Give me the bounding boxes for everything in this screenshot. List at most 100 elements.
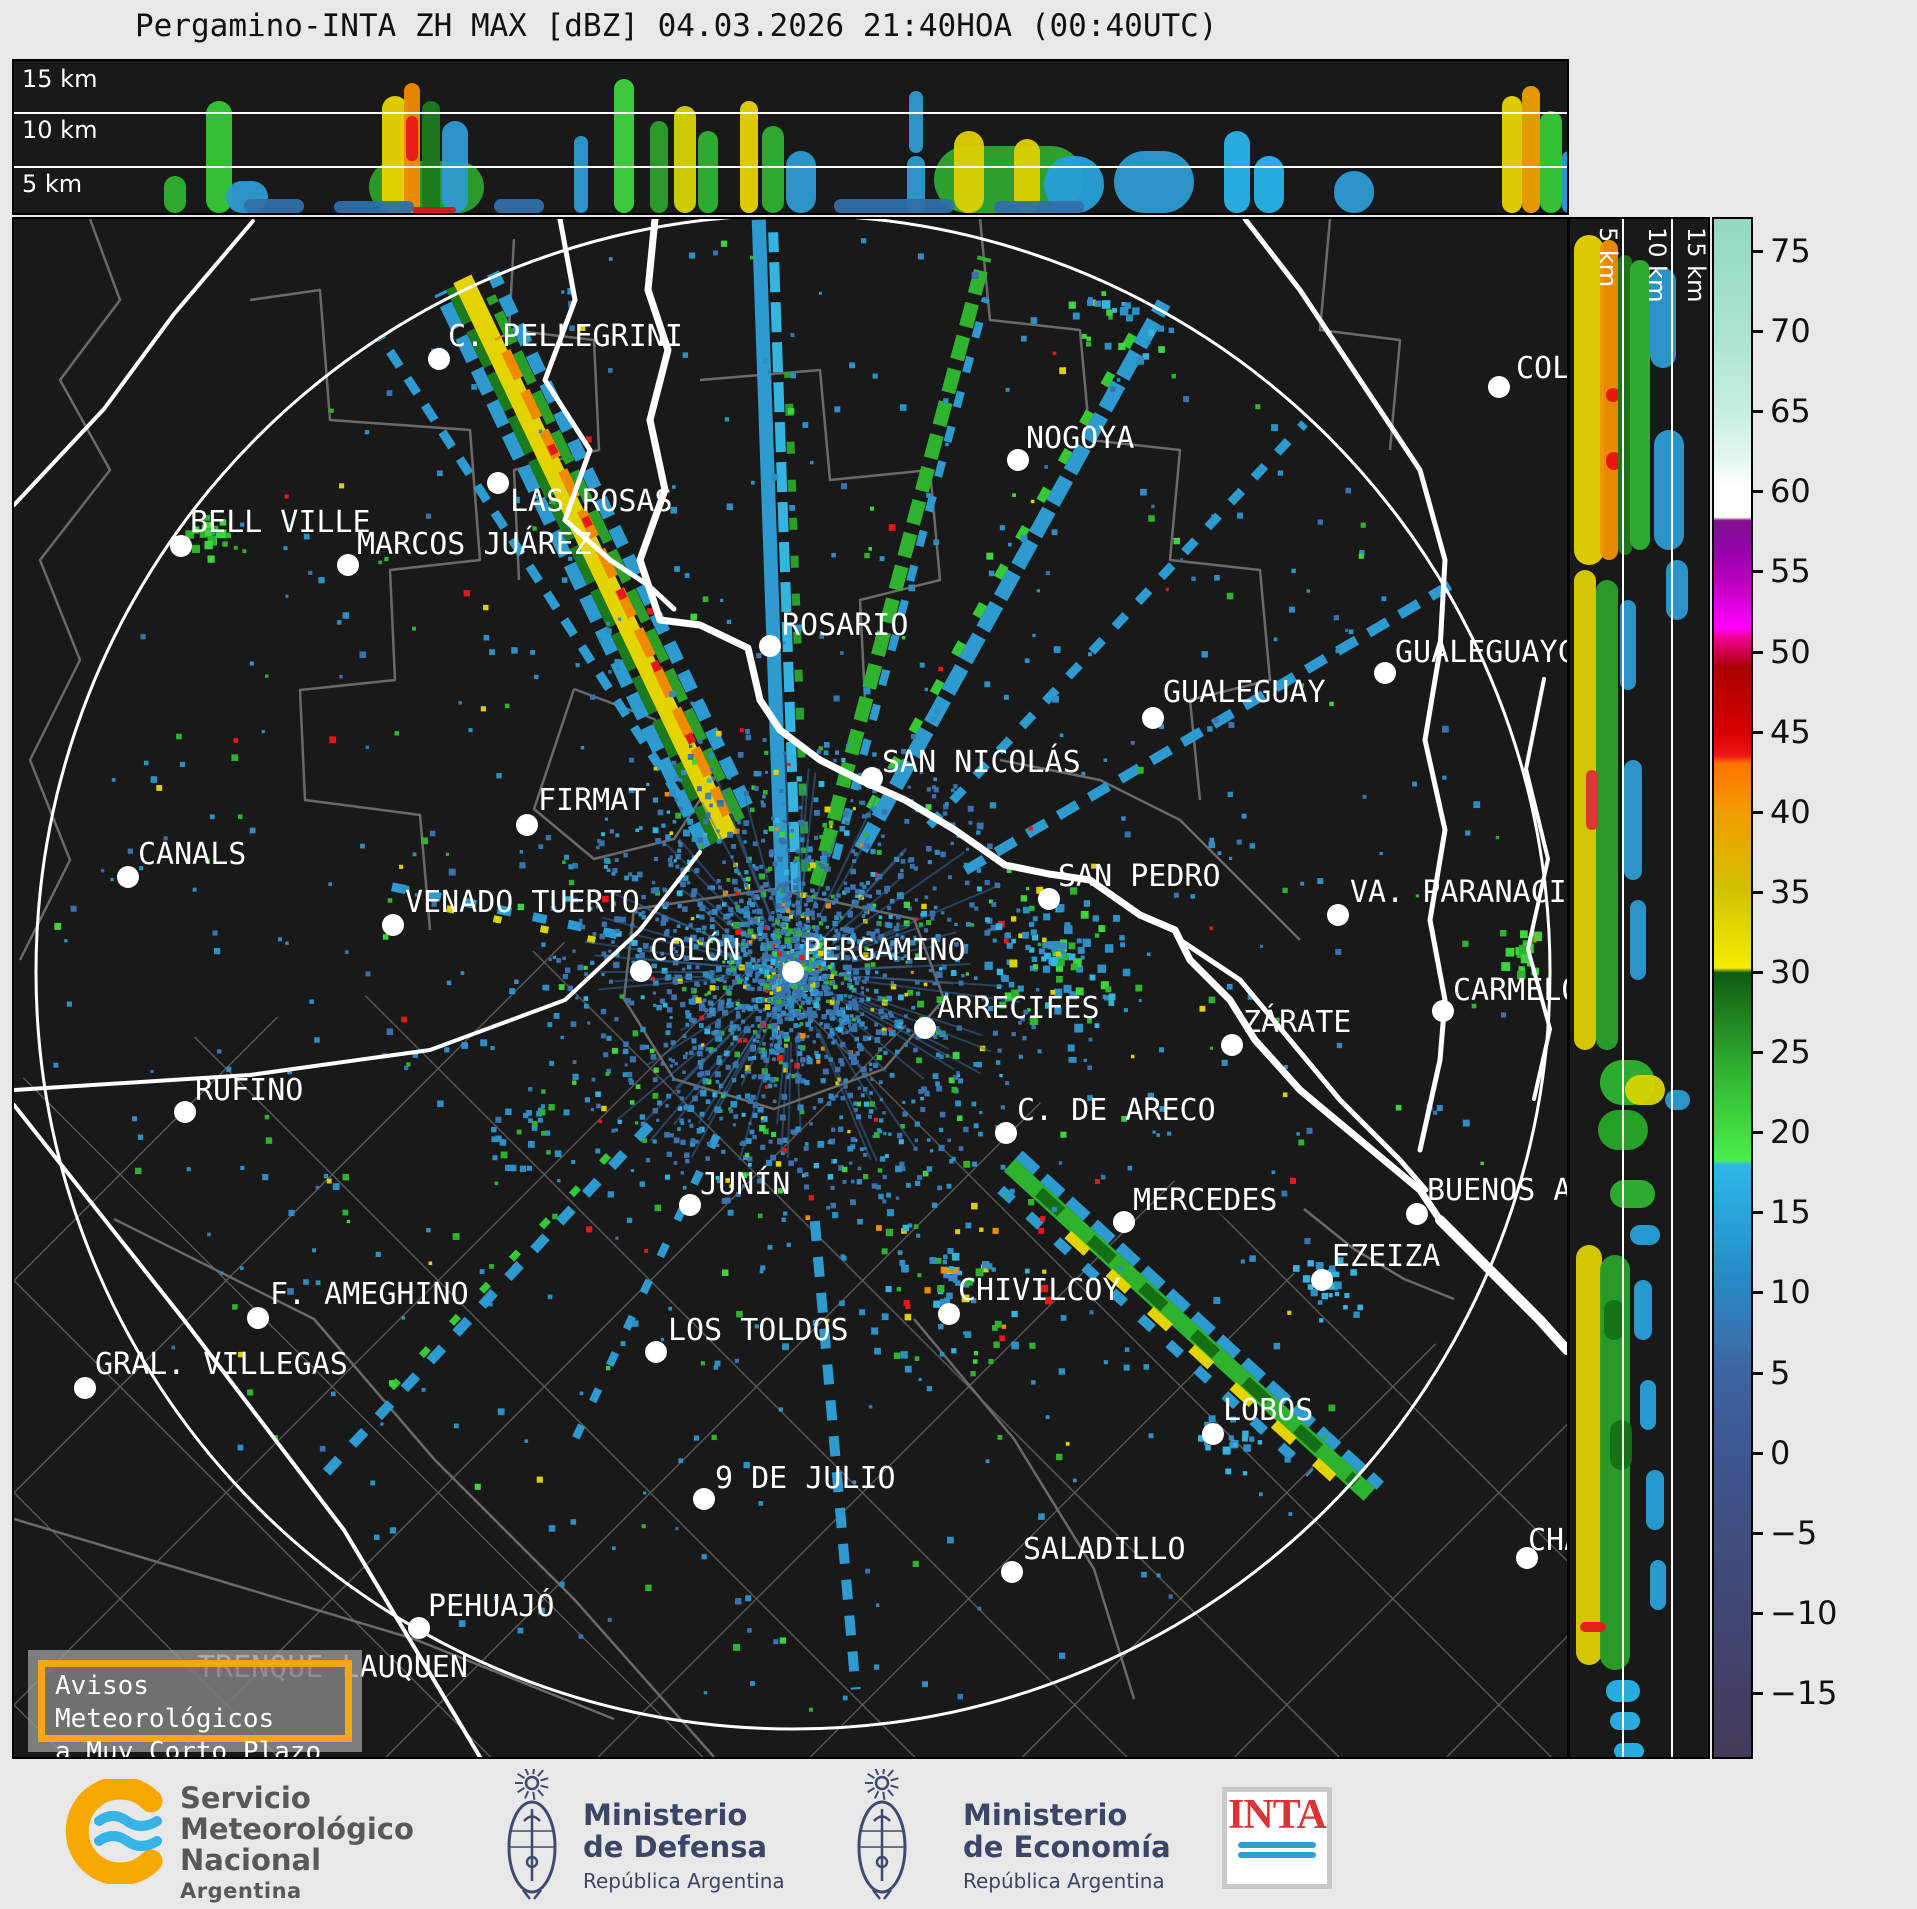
city-label: ARRECIFES [937, 991, 1100, 1026]
echo-blob [334, 201, 414, 213]
city-dot [74, 1377, 96, 1399]
city-label: BUENOS AIRES [1427, 1173, 1567, 1208]
city-marker: F. AMEGHINO [247, 1277, 469, 1329]
echo-blob [1522, 86, 1540, 213]
city-label: RUFINO [195, 1073, 303, 1108]
radar-spoke-band [569, 1133, 721, 1445]
city-marker: 9 DE JULIO [693, 1461, 896, 1510]
colorbar-tick-label: 75 [1770, 232, 1811, 271]
city-marker: LOBOS [1202, 1393, 1313, 1445]
radar-spoke-band [1064, 1230, 1337, 1482]
river [1177, 937, 1429, 1193]
echo-blob [412, 207, 456, 213]
economia-line2: de Economía [963, 1830, 1171, 1864]
city-dot [679, 1194, 701, 1216]
radar-spoke-band [997, 1185, 1314, 1477]
city-marker: JUNÍN [679, 1166, 790, 1216]
colorbar-tick-label: 15 [1770, 1193, 1811, 1232]
city-dot [408, 1617, 430, 1639]
warning-line-1: Avisos Meteorológicos [55, 1671, 275, 1734]
range-ring [34, 219, 1552, 1731]
echo-blob [1114, 151, 1194, 213]
city-label: MERCEDES [1133, 1183, 1278, 1218]
river [1435, 1215, 1567, 1355]
echo-blob [614, 79, 634, 213]
radar-spoke-band [962, 579, 1455, 875]
radar-spoke-band [926, 420, 1308, 829]
echo-blob [740, 101, 758, 213]
city-label: COLÓN [650, 931, 740, 968]
echo-blob [406, 116, 418, 161]
height-label: 5 km [1594, 227, 1622, 288]
echo-cluster [1292, 1257, 1364, 1323]
city-label: C. DE ARECO [1017, 1093, 1216, 1128]
city-marker: BELL VILLE [170, 505, 371, 557]
colorbar-tick-mark [1753, 650, 1763, 654]
radar-spoke [926, 420, 1308, 829]
city-label: LOBOS [1223, 1393, 1313, 1428]
echo-blob [1576, 1245, 1602, 1665]
radar-spoke [997, 1150, 1384, 1501]
echo-blob [1604, 1300, 1624, 1340]
colorbar-tick-mark [1753, 730, 1763, 734]
echo-blob [1596, 580, 1618, 1050]
city-marker: RUFINO [174, 1073, 303, 1123]
city-dot [170, 535, 192, 557]
colorbar-tick-mark [1753, 1291, 1763, 1295]
echo-blob [164, 176, 186, 213]
city-label: LOS TOLDOS [668, 1313, 849, 1348]
city-marker: SAN PEDRO [1038, 859, 1221, 910]
city-marker: C. PELLEGRINI [428, 319, 683, 370]
city-dot [1516, 1547, 1538, 1569]
echo-blob [834, 199, 954, 213]
city-marker: COLÓN [630, 931, 740, 982]
city-dot [914, 1017, 936, 1039]
boundary-line [913, 1318, 1136, 1700]
boundary-line [1303, 1208, 1455, 1301]
city-dot [1113, 1211, 1135, 1233]
city-dot [645, 1341, 667, 1363]
city-marker: CARMELO [1432, 973, 1567, 1022]
echo-blob [494, 199, 544, 213]
radar-spoke-band [865, 316, 1146, 811]
radar-spoke [751, 219, 810, 913]
figure-title: Pergamino-INTA ZH MAX [dBZ] 04.03.2026 2… [135, 8, 1218, 44]
colorbar-tick-label: 55 [1770, 552, 1811, 591]
city-label: LAS ROSAS [510, 484, 673, 519]
height-label: 10 km [22, 116, 98, 144]
echo-blob [1625, 1075, 1665, 1105]
radar-spoke [569, 1133, 721, 1445]
defensa-sub: República Argentina [583, 1869, 785, 1893]
city-dot [1488, 376, 1510, 398]
smn-line3: Nacional [180, 1843, 322, 1877]
city-label: ZÁRATE [1243, 1004, 1351, 1040]
city-dot [1432, 1000, 1454, 1022]
radar-spoke-band [487, 270, 753, 809]
defensa-line1: Ministerio [583, 1798, 748, 1832]
radar-spoke-band [751, 219, 790, 913]
echo-blob [786, 151, 816, 213]
echo-blob [382, 96, 408, 213]
city-marker: ZÁRATE [1221, 1004, 1351, 1056]
province-border [14, 850, 702, 1092]
colorbar-tick-label: 70 [1770, 312, 1811, 351]
radar-spoke [962, 579, 1455, 875]
right-cross-section-panel: 5 km 10 km 15 km [1568, 217, 1710, 1759]
city-marker: LAS ROSAS [487, 472, 673, 519]
echo-blob [1630, 1225, 1660, 1245]
echo-cluster [491, 1060, 579, 1172]
smn-logo-wave1 [94, 1811, 162, 1831]
radar-spoke-band [486, 294, 745, 822]
echo-blob [698, 131, 718, 213]
warning-box-border: Avisos Meteorológicos a Muy Corto Plazo [38, 1660, 352, 1757]
city-marker: FIRMAT [516, 783, 646, 836]
smn-text: Servicio Meteorológico Nacional Argentin… [180, 1783, 414, 1907]
city-label: VENADO TUERTO [405, 885, 640, 920]
boundary-line [1318, 219, 1402, 451]
city-label: PERGAMINO [803, 933, 966, 968]
height-gridline [14, 166, 1567, 168]
city-dot [995, 1122, 1017, 1144]
city-dot [1311, 1269, 1333, 1291]
smn-logo [65, 1779, 163, 1884]
smn-line1: Servicio [180, 1781, 311, 1815]
